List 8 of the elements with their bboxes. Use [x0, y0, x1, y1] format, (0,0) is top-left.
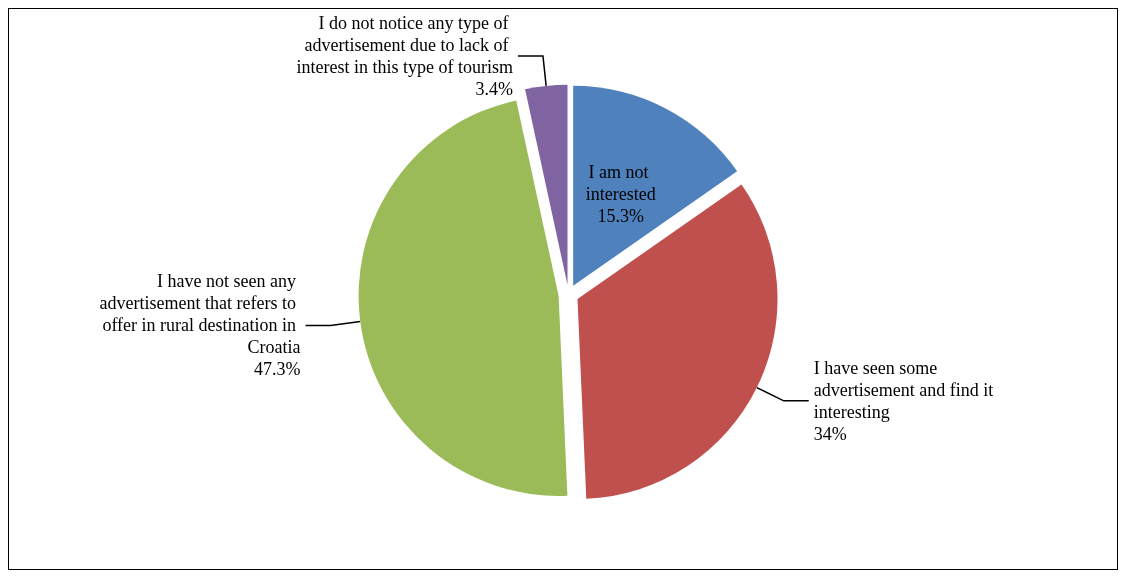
data-label: 47.3% [254, 359, 301, 380]
data-label: 34% [813, 423, 847, 444]
slice-label: I am not interested [585, 162, 656, 205]
data-label: 3.4% [475, 78, 513, 99]
slice-label: I have seen some advertisement and find it interesting [813, 357, 998, 422]
slice-label: I have not seen any advertisement that refers to offer in rural destination in Croatia [99, 271, 301, 358]
slice-label: I do not notice any type of advertisement due to lack of interest in this type of tourism [296, 12, 513, 77]
data-label: 15.3% [597, 206, 645, 227]
